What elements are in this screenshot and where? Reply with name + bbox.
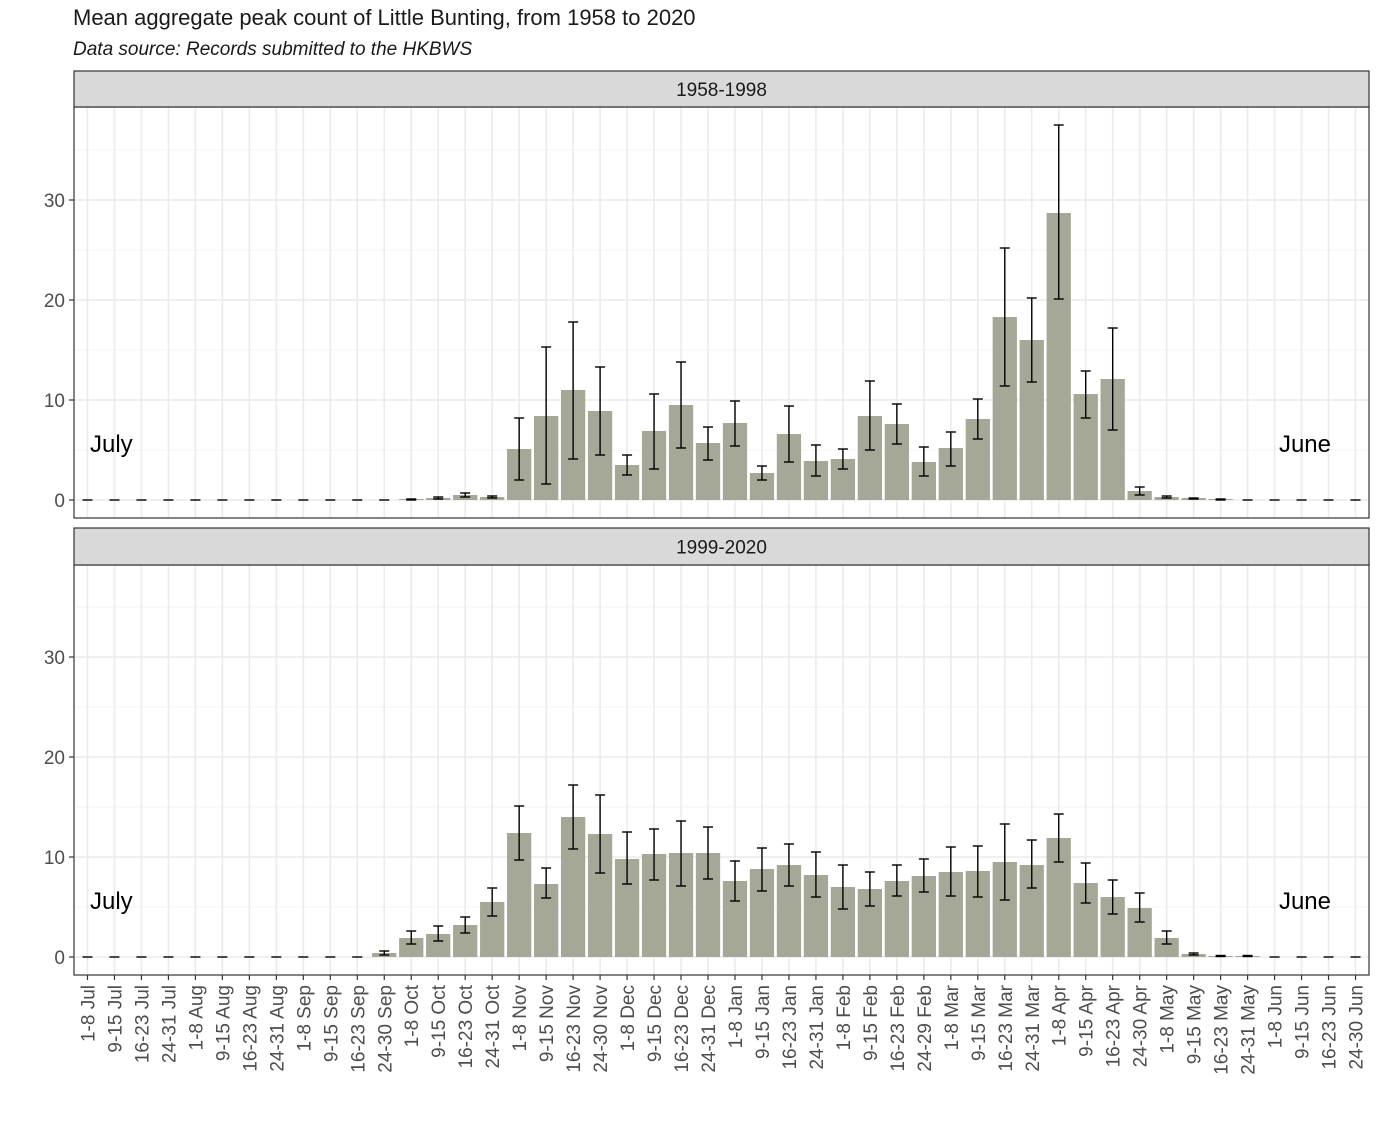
- facet-label: 1999-2020: [676, 538, 767, 559]
- x-tick-label: 1-8 Mar: [942, 984, 963, 1050]
- annotation-left: July: [90, 888, 133, 915]
- x-tick-label: 16-23 Dec: [672, 985, 693, 1073]
- x-tick-label: 16-23 May: [1212, 985, 1233, 1075]
- bar: [426, 934, 451, 957]
- y-tick-label: 0: [54, 491, 65, 512]
- x-tick-label: 16-23 Mar: [996, 984, 1017, 1071]
- annotation-right: June: [1279, 431, 1331, 458]
- x-tick-label: 9-15 Jun: [1293, 985, 1314, 1059]
- x-tick-label: 16-23 Aug: [240, 985, 261, 1072]
- x-tick-label: 24-31 May: [1239, 985, 1260, 1075]
- panel-background: [74, 107, 1369, 518]
- y-tick-label: 30: [44, 191, 65, 212]
- y-tick-label: 10: [44, 391, 65, 412]
- x-tick-label: 9-15 Oct: [429, 984, 450, 1058]
- y-tick-label: 0: [54, 948, 65, 969]
- x-tick-label: 24-30 Sep: [375, 985, 396, 1073]
- x-tick-label: 24-31 Dec: [699, 985, 720, 1073]
- x-tick-label: 1-8 Nov: [510, 985, 531, 1052]
- x-tick-label: 16-23 Jan: [780, 985, 801, 1070]
- x-tick-label: 1-8 Sep: [294, 985, 315, 1052]
- annotation-right: June: [1279, 888, 1331, 915]
- x-tick-label: 9-15 May: [1185, 985, 1206, 1065]
- x-tick-label: 24-30 Nov: [591, 985, 612, 1073]
- x-tick-label: 9-15 Feb: [861, 985, 882, 1061]
- facet-label: 1958-1998: [676, 80, 767, 101]
- panel-background: [74, 565, 1369, 975]
- x-tick-label: 24-31 Jan: [807, 985, 828, 1070]
- y-tick-label: 20: [44, 291, 65, 312]
- x-tick-label: 24-31 Oct: [483, 984, 504, 1068]
- y-tick-label: 30: [44, 648, 65, 669]
- chart-subtitle: Data source: Records submitted to the HK…: [73, 39, 473, 60]
- x-tick-label: 24-31 Aug: [267, 985, 288, 1072]
- x-tick-label: 24-31 Mar: [1023, 984, 1044, 1071]
- x-tick-label: 16-23 Nov: [564, 985, 585, 1073]
- x-tick-label: 16-23 Jun: [1320, 985, 1341, 1070]
- x-tick-label: 9-15 Nov: [537, 985, 558, 1063]
- chart-title: Mean aggregate peak count of Little Bunt…: [73, 5, 696, 30]
- x-tick-label: 9-15 Jan: [753, 985, 774, 1059]
- y-tick-label: 20: [44, 748, 65, 769]
- x-tick-label: 1-8 Feb: [834, 985, 855, 1050]
- bar: [399, 938, 424, 957]
- facet-strip: [73, 70, 1370, 108]
- y-tick-label: 10: [44, 848, 65, 869]
- annotation-left: July: [90, 431, 133, 458]
- facet-strip: [73, 527, 1370, 566]
- x-tick-label: 1-8 Dec: [618, 985, 639, 1052]
- x-tick-label: 9-15 Jul: [105, 985, 126, 1053]
- x-tick-label: 24-30 Apr: [1131, 984, 1152, 1067]
- x-tick-label: 1-8 Oct: [402, 984, 423, 1047]
- x-tick-label: 1-8 Apr: [1050, 984, 1071, 1046]
- x-tick-label: 16-23 Jul: [132, 985, 153, 1063]
- x-tick-label: 1-8 Jul: [78, 985, 99, 1042]
- x-tick-label: 24-30 Jun: [1347, 985, 1368, 1070]
- x-tick-label: 16-23 Sep: [348, 985, 369, 1073]
- x-tick-label: 1-8 Jun: [1266, 985, 1287, 1048]
- x-tick-label: 9-15 Sep: [321, 985, 342, 1062]
- x-tick-label: 16-23 Oct: [456, 984, 477, 1068]
- x-tick-label: 1-8 Jan: [726, 985, 747, 1048]
- x-tick-label: 24-31 Jul: [159, 985, 180, 1063]
- x-tick-label: 1-8 May: [1158, 985, 1179, 1054]
- x-tick-label: 9-15 Aug: [213, 985, 234, 1061]
- x-tick-label: 1-8 Aug: [186, 985, 207, 1051]
- x-tick-label: 9-15 Apr: [1077, 984, 1098, 1056]
- x-tick-label: 16-23 Feb: [888, 985, 909, 1072]
- x-tick-label: 9-15 Dec: [645, 985, 666, 1062]
- x-tick-label: 16-23 Apr: [1104, 984, 1125, 1067]
- bar: [1154, 938, 1179, 957]
- x-tick-label: 24-29 Feb: [915, 985, 936, 1072]
- x-tick-label: 9-15 Mar: [969, 984, 990, 1061]
